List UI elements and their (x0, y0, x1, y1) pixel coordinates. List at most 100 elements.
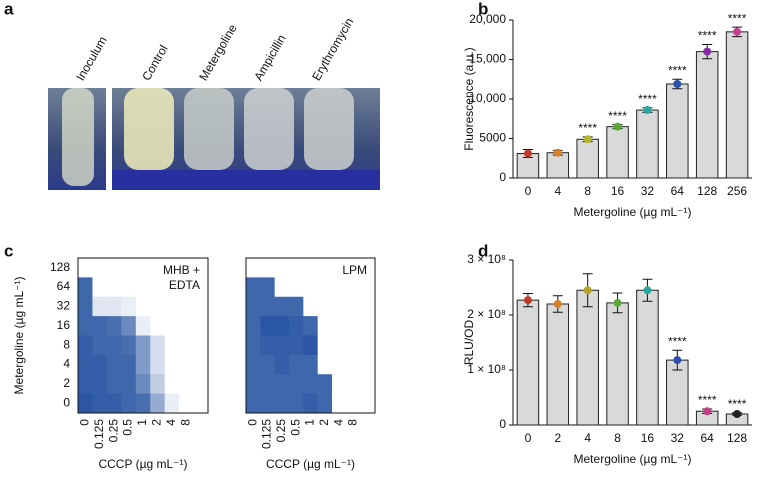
heatmap-cell (150, 393, 166, 414)
bar (576, 289, 599, 426)
heatmap-cell (164, 316, 180, 336)
x-tick-label: 8 (346, 419, 360, 426)
significance: **** (578, 121, 597, 135)
x-tick-label: 256 (727, 184, 747, 198)
heatmap-cell (150, 277, 166, 298)
y-axis-label: RLU/OD (462, 319, 476, 365)
heatmap-cell (303, 393, 319, 414)
heatmap-cell (303, 277, 319, 298)
data-point (523, 296, 532, 305)
heatmap-cell (246, 374, 261, 395)
heatmap-cell (121, 277, 137, 298)
x-tick-label: 0 (77, 419, 91, 426)
heatmap-cell (332, 258, 347, 278)
heatmap-cell (164, 335, 180, 356)
heatmap-cell (78, 316, 93, 336)
data-point (733, 410, 742, 418)
heatmap-cell (274, 374, 290, 395)
heatmap-cell (78, 258, 93, 278)
heatmap-cell (332, 316, 347, 336)
significance: **** (698, 29, 717, 43)
heatmap-cell (246, 258, 261, 278)
heatmap-cell (303, 374, 319, 395)
heatmap-cell (274, 277, 290, 298)
heatmap-cell (135, 374, 151, 395)
heatmap-cell (317, 374, 333, 395)
data-point (733, 27, 742, 36)
heatmap-cell (179, 296, 195, 317)
bar (636, 109, 659, 179)
heatmap-cell (274, 258, 290, 278)
x-tick-label: 2 (554, 431, 561, 445)
heatmap-cell (317, 316, 333, 336)
heatmap-cell (135, 316, 151, 336)
y-tick-label: 128 (50, 260, 70, 274)
data-point (613, 122, 622, 131)
panel-letter: d (478, 241, 488, 260)
heatmap-cell (332, 374, 347, 395)
data-point (643, 286, 652, 295)
x-tick-label: 2 (150, 419, 164, 426)
heatmap-cell (246, 277, 261, 298)
heatmap-cell (164, 354, 180, 375)
heatmap-cell (274, 354, 290, 375)
heatmap-cell (135, 354, 151, 375)
heatmap-cell (179, 316, 195, 336)
heatmap-frame (77, 257, 209, 414)
heatmap-cell (260, 258, 276, 278)
x-tick-label: 0 (245, 419, 259, 426)
annotation: MHB + (163, 263, 200, 277)
y-tick-label: 1 × 10⁸ (467, 362, 506, 376)
heatmap-cell (289, 354, 304, 375)
panel-letter: a (4, 0, 14, 18)
x-tick-label: 0.125 (260, 419, 274, 449)
y-tick-label: 15,000 (469, 52, 506, 66)
heatmap-cell (246, 316, 261, 336)
heatmap-cell (92, 335, 108, 356)
data-point (553, 300, 562, 308)
heatmap-cell (303, 354, 319, 375)
heatmap-cell (92, 316, 108, 336)
heatmap-cell (346, 277, 362, 298)
heatmap-cell (121, 258, 137, 278)
heatmap-cell (106, 277, 122, 298)
x-tick-label: 4 (331, 419, 345, 426)
heatmap-cell (179, 393, 195, 414)
heatmap-cell (346, 258, 362, 278)
x-tick-label: 8 (179, 419, 193, 426)
heatmap-cell (317, 354, 333, 375)
photo-label: Ampicillin (251, 32, 288, 83)
x-tick-label: 16 (641, 431, 655, 445)
x-tick-label: 64 (671, 184, 685, 198)
significance: **** (668, 63, 687, 77)
x-tick-label: 128 (727, 431, 747, 445)
heatmap-cell (179, 374, 195, 395)
y-tick-label: 16 (57, 318, 71, 332)
x-tick-label: 4 (584, 431, 591, 445)
heatmap-cell (164, 277, 180, 298)
heatmap-cell (274, 296, 290, 317)
y-tick-label: 8 (63, 337, 70, 351)
bar (725, 31, 749, 179)
heatmap-cell (289, 335, 304, 356)
photo-label: Control (139, 43, 170, 84)
data-point (583, 135, 592, 144)
heatmap-cell (179, 354, 195, 375)
y-tick-label: 2 (63, 376, 70, 390)
heatmap-cell (164, 258, 180, 278)
heatmap-cell (121, 296, 137, 317)
heatmap-cell (135, 393, 151, 414)
heatmap-cell (92, 296, 108, 317)
heatmap-cell (332, 277, 347, 298)
heatmap-cell (260, 296, 276, 317)
bar (516, 299, 540, 426)
heatmap-cell (274, 393, 290, 414)
heatmap-cell (346, 335, 362, 356)
heatmap-cell (78, 354, 93, 375)
heatmap-cell (289, 374, 304, 395)
heatmap-cell (260, 354, 276, 375)
data-point (673, 79, 682, 88)
bar (695, 51, 719, 179)
heatmap-cell (332, 393, 347, 414)
x-axis-label: CCCP (µg mL⁻¹) (98, 457, 187, 471)
